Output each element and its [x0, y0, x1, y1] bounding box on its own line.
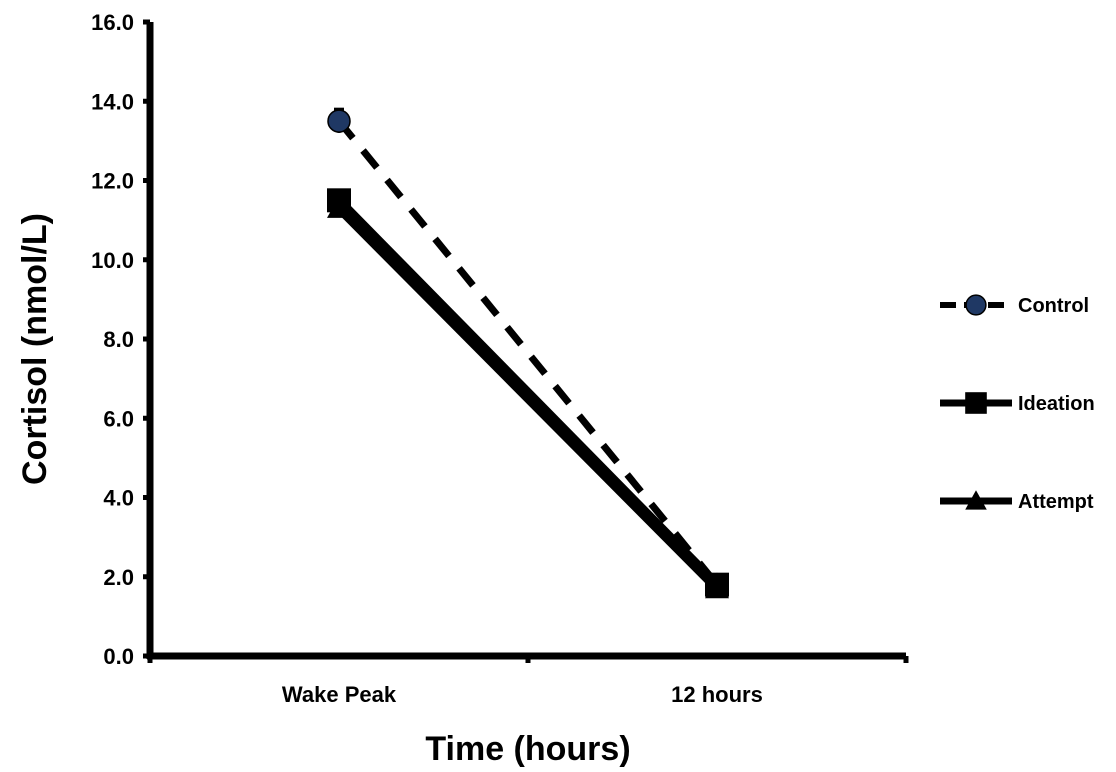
series-line-control	[336, 118, 720, 587]
data-point-control	[327, 109, 351, 133]
y-tick-label: 12.0	[91, 169, 134, 194]
series-lines	[335, 118, 721, 592]
y-axis-title: Cortisol (nmol/L)	[16, 213, 54, 485]
y-tick-label: 6.0	[103, 406, 134, 431]
axes	[146, 22, 906, 660]
series-line-attempt	[335, 205, 721, 592]
legend-label-control: Control	[1018, 295, 1089, 317]
y-tick-label: 10.0	[91, 248, 134, 273]
legend-marker-attempt	[965, 490, 987, 510]
x-tick-label: Wake Peak	[282, 682, 397, 707]
y-tick-label: 14.0	[91, 89, 134, 114]
y-tick-label: 4.0	[103, 486, 134, 511]
y-tick-label: 0.0	[103, 644, 134, 669]
x-axis-title: Time (hours)	[425, 730, 630, 768]
data-point-ideation	[705, 572, 729, 597]
y-tick-label: 2.0	[103, 565, 134, 590]
legend: Control Ideation Attempt	[940, 294, 1095, 513]
y-tick-label: 8.0	[103, 327, 134, 352]
legend-label-ideation: Ideation	[1018, 393, 1095, 415]
x-tick-label: 12 hours	[671, 682, 763, 707]
legend-marker-control	[965, 294, 987, 316]
data-markers	[327, 109, 729, 599]
legend-marker-ideation	[965, 392, 987, 414]
y-tick-label: 16.0	[91, 10, 134, 35]
y-ticks: 0.0 2.0 4.0 6.0 8.0 10.0 12.0 14.0 16.0	[91, 10, 150, 669]
legend-label-attempt: Attempt	[1018, 491, 1094, 513]
data-point-ideation	[327, 188, 351, 213]
x-ticks: Wake Peak 12 hours	[147, 656, 909, 707]
